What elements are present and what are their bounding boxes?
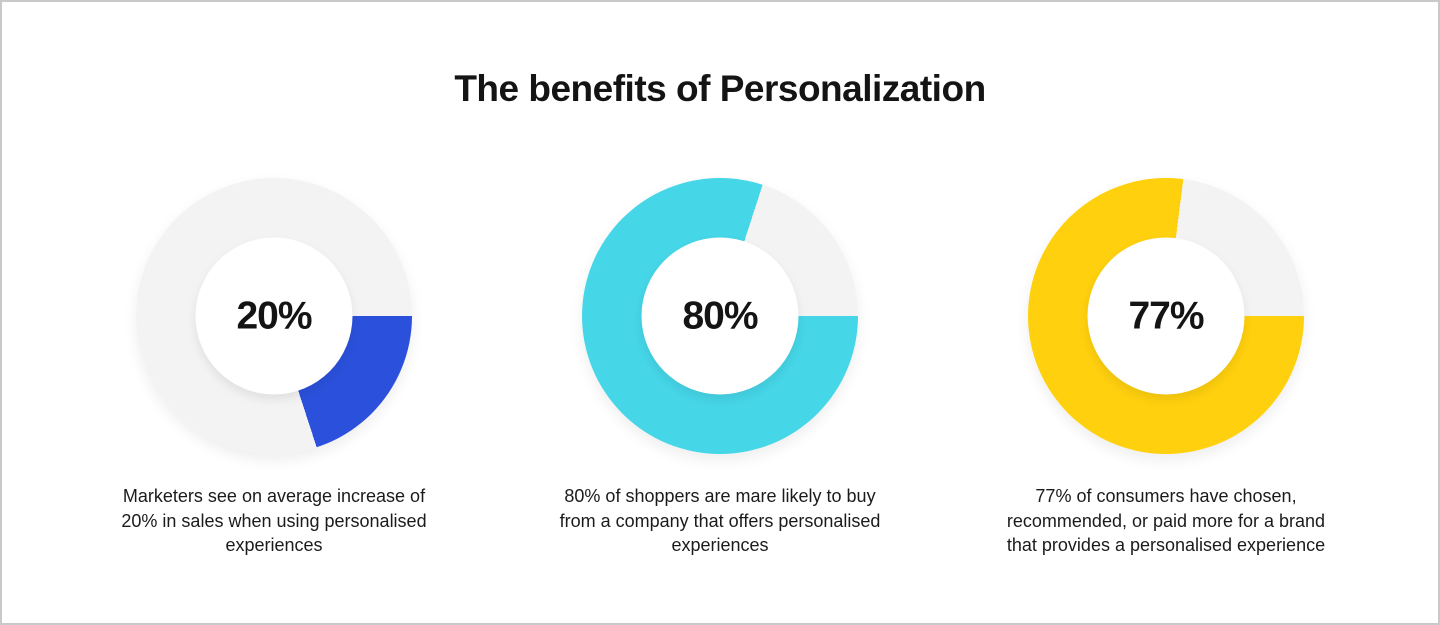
chart-caption: 77% of consumers have chosen, recommende… [1006,486,1326,555]
donut-chart-77: 77% [1028,178,1304,454]
chart-column-shoppers: 80% 80% of shoppers are mare likely to b… [554,178,887,558]
page-title: The benefits of Personalization [454,68,986,109]
donut-chart-80: 80% [582,178,858,454]
donut-value-label: 80% [682,294,758,337]
donut-value-label: 77% [1128,294,1204,337]
donut-value-label: 20% [236,294,312,337]
donut-hole: 80% [641,237,799,395]
chart-column-consumers: 77% 77% of consumers have chosen, recomm… [1000,178,1333,558]
chart-caption: 80% of shoppers are mare likely to buy f… [559,486,881,555]
chart-caption: Marketers see on average increase of 20%… [121,486,427,555]
donut-hole: 77% [1087,237,1245,395]
chart-column-sales-increase: 20% Marketers see on average increase of… [108,178,441,558]
donut-chart-20: 20% [136,178,412,454]
donut-hole: 20% [195,237,353,395]
charts-row: 20% Marketers see on average increase of… [2,178,1438,558]
